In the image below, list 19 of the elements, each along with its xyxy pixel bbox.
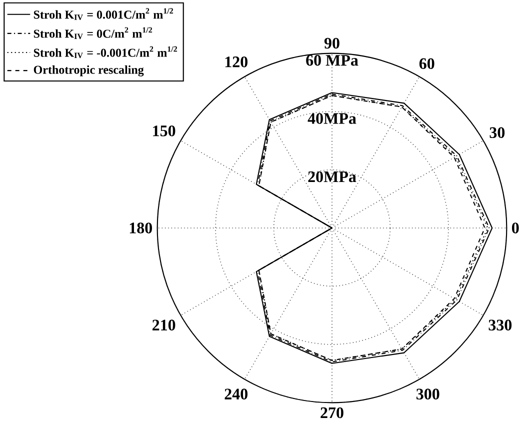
legend-label: Stroh K$_{IV}$ = 0.001C/m$^{2}$ m$^{1/2}$ xyxy=(34,8,174,20)
spoke-label: 300 xyxy=(416,388,440,400)
spoke-label: 60 xyxy=(419,58,434,70)
spoke-label: 90 xyxy=(324,38,340,49)
legend-label: Stroh K$_{IV}$ = -0.001C/m$^{2}$ m$^{1/2}$ xyxy=(34,46,178,58)
legend-label: Orthotropic rescaling xyxy=(34,65,144,76)
spoke-label: 120 xyxy=(225,56,248,68)
spoke-label: 0 xyxy=(512,222,519,234)
y-tick-label: 20MPa xyxy=(308,171,356,182)
spoke-label: 240 xyxy=(224,388,248,400)
spoke-label: 270 xyxy=(320,407,344,418)
spoke-label: 180 xyxy=(130,222,152,234)
legend-label: Stroh K$_{IV}$ = 0C/m$^{2}$ m$^{1/2}$ xyxy=(34,27,152,40)
spoke-label: 330 xyxy=(488,320,512,330)
spoke-label: 30 xyxy=(490,127,505,138)
y-tick-label: 40MPa xyxy=(308,113,356,124)
spoke-label: 210 xyxy=(152,320,176,330)
y-tick-label: 60 MPa xyxy=(306,54,358,66)
spoke-label: 150 xyxy=(153,125,176,136)
